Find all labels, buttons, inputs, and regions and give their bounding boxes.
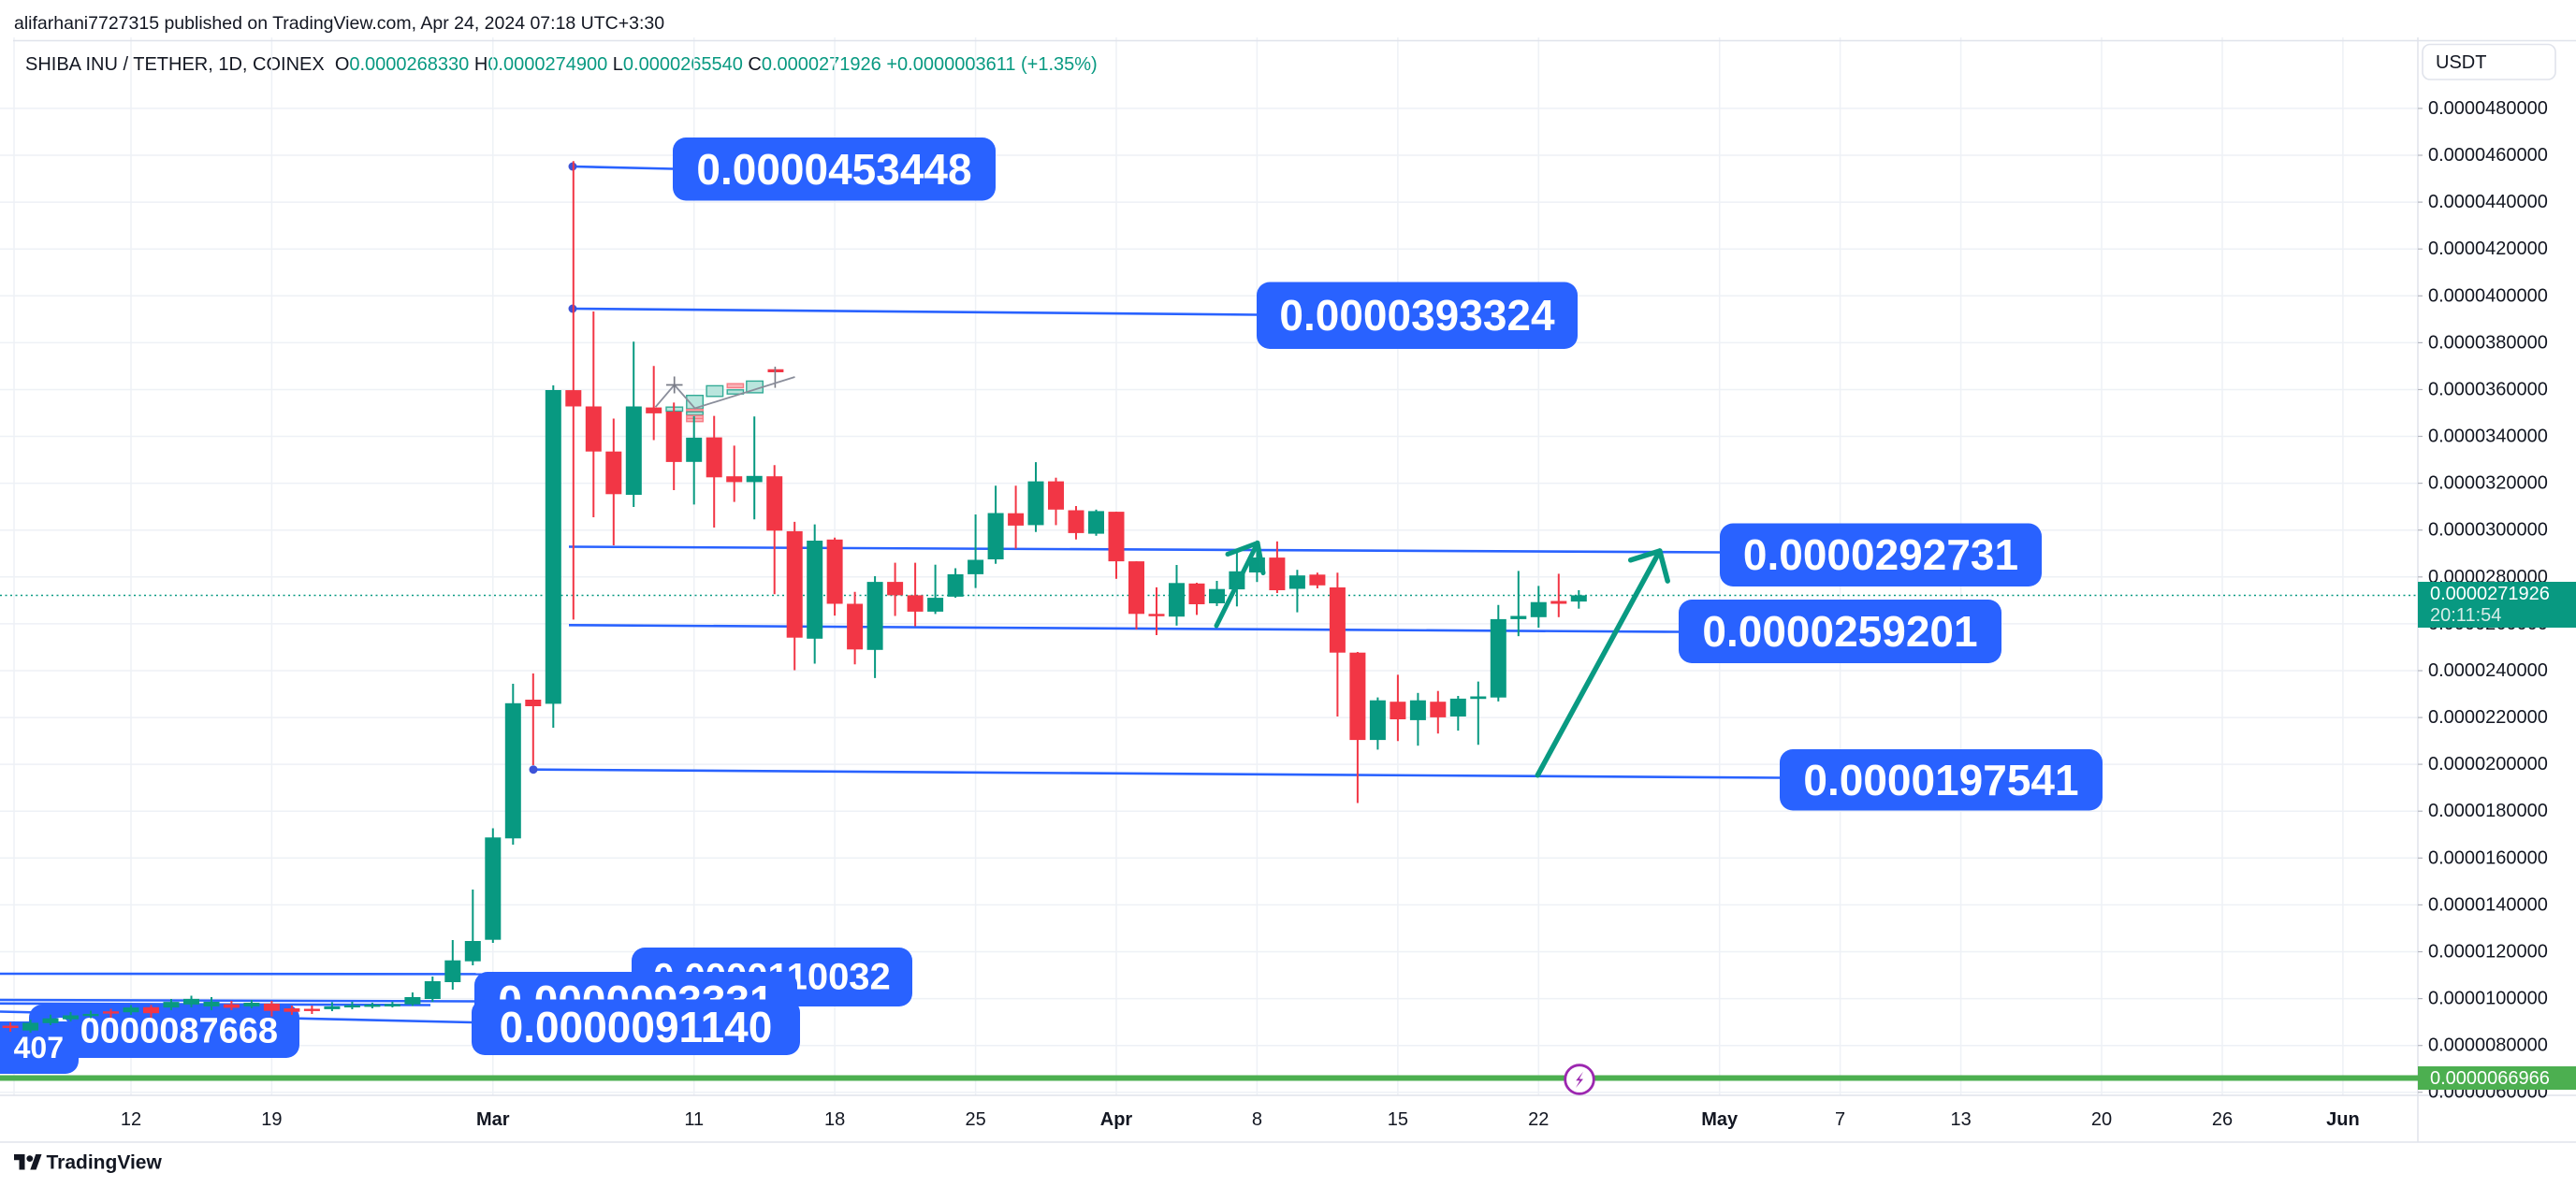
svg-text:0.0000320000: 0.0000320000 (2428, 473, 2548, 494)
svg-text:0.0000100000: 0.0000100000 (2428, 989, 2548, 1009)
svg-text:8: 8 (1252, 1109, 1262, 1130)
svg-text:0.0000259201: 0.0000259201 (1702, 607, 1977, 656)
svg-text:13: 13 (1950, 1109, 1971, 1130)
svg-text:0.0000200000: 0.0000200000 (2428, 754, 2548, 774)
svg-text:Mar: Mar (476, 1109, 510, 1130)
svg-text:407: 407 (14, 1031, 64, 1064)
svg-text:Apr: Apr (1100, 1109, 1133, 1130)
svg-text:0.0000140000: 0.0000140000 (2428, 894, 2548, 915)
svg-text:0.0000091140: 0.0000091140 (500, 1003, 773, 1051)
svg-text:0.0000160000: 0.0000160000 (2428, 847, 2548, 868)
svg-text:0.0000120000: 0.0000120000 (2428, 942, 2548, 963)
svg-text:Jun: Jun (2326, 1109, 2360, 1130)
svg-text:0.0000220000: 0.0000220000 (2428, 707, 2548, 728)
svg-text:0.0000197541: 0.0000197541 (1803, 756, 2078, 804)
svg-text:26: 26 (2212, 1109, 2233, 1130)
svg-text:0.0000380000: 0.0000380000 (2428, 332, 2548, 353)
svg-text:11: 11 (684, 1109, 704, 1130)
svg-text:May: May (1701, 1109, 1739, 1130)
svg-text:19: 19 (261, 1109, 282, 1130)
svg-text:0.0000180000: 0.0000180000 (2428, 801, 2548, 821)
svg-text:0.0000271926: 0.0000271926 (2430, 584, 2550, 604)
svg-text:20: 20 (2091, 1109, 2112, 1130)
svg-text:25: 25 (965, 1109, 985, 1130)
svg-text:USDT: USDT (2436, 52, 2486, 73)
svg-text:0.0000087668: 0.0000087668 (51, 1012, 278, 1051)
svg-text:0.0000066966: 0.0000066966 (2430, 1068, 2550, 1089)
svg-text:20:11:54: 20:11:54 (2430, 605, 2501, 626)
svg-text:0.0000440000: 0.0000440000 (2428, 192, 2548, 212)
svg-text:18: 18 (824, 1109, 845, 1130)
svg-text:0.0000340000: 0.0000340000 (2428, 427, 2548, 447)
svg-text:0.0000080000: 0.0000080000 (2428, 1035, 2548, 1056)
svg-text:12: 12 (121, 1109, 141, 1130)
svg-text:7: 7 (1835, 1109, 1845, 1130)
svg-text:22: 22 (1528, 1109, 1549, 1130)
svg-text:15: 15 (1388, 1109, 1408, 1130)
svg-text:0.0000240000: 0.0000240000 (2428, 660, 2548, 681)
svg-text:0.0000300000: 0.0000300000 (2428, 520, 2548, 541)
svg-text:0.0000292731: 0.0000292731 (1743, 530, 2018, 579)
svg-text:0.0000460000: 0.0000460000 (2428, 145, 2548, 166)
svg-text:0.0000453448: 0.0000453448 (696, 145, 971, 194)
svg-text:TradingView: TradingView (47, 1152, 163, 1174)
svg-text:0.0000360000: 0.0000360000 (2428, 380, 2548, 400)
svg-text:0.0000420000: 0.0000420000 (2428, 239, 2548, 259)
svg-text:0.0000400000: 0.0000400000 (2428, 285, 2548, 306)
svg-text:0.0000480000: 0.0000480000 (2428, 98, 2548, 119)
svg-text:0.0000393324: 0.0000393324 (1279, 291, 1555, 340)
